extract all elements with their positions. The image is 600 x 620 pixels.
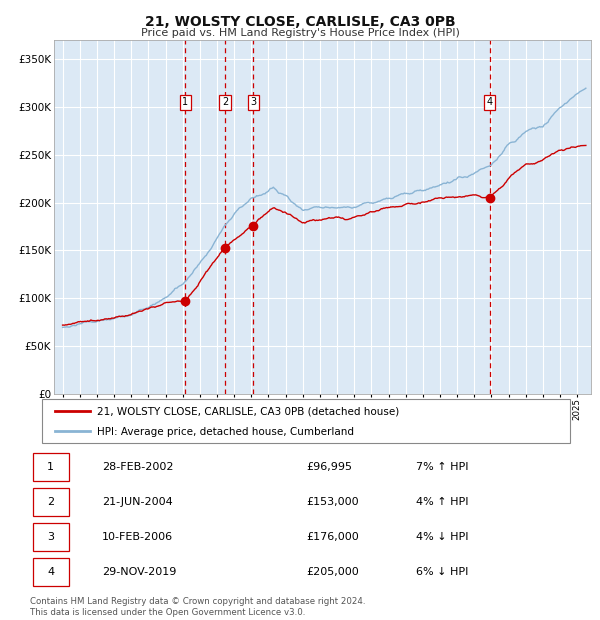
FancyBboxPatch shape <box>42 399 570 443</box>
Text: £176,000: £176,000 <box>306 532 359 542</box>
Text: 4% ↑ HPI: 4% ↑ HPI <box>416 497 469 507</box>
Text: 6% ↓ HPI: 6% ↓ HPI <box>416 567 469 577</box>
Text: 28-FEB-2002: 28-FEB-2002 <box>102 462 173 472</box>
Text: 3: 3 <box>250 97 256 107</box>
Text: £96,995: £96,995 <box>306 462 352 472</box>
Text: £153,000: £153,000 <box>306 497 359 507</box>
FancyBboxPatch shape <box>33 488 68 516</box>
Text: 4: 4 <box>47 567 54 577</box>
FancyBboxPatch shape <box>33 453 68 481</box>
Text: 7% ↑ HPI: 7% ↑ HPI <box>416 462 469 472</box>
Text: HPI: Average price, detached house, Cumberland: HPI: Average price, detached house, Cumb… <box>97 427 355 436</box>
Text: 3: 3 <box>47 532 54 542</box>
Text: 29-NOV-2019: 29-NOV-2019 <box>102 567 176 577</box>
Text: 2: 2 <box>47 497 54 507</box>
Text: 10-FEB-2006: 10-FEB-2006 <box>102 532 173 542</box>
Text: 4: 4 <box>487 97 493 107</box>
Text: 2: 2 <box>222 97 228 107</box>
Text: £205,000: £205,000 <box>306 567 359 577</box>
Text: Contains HM Land Registry data © Crown copyright and database right 2024.
This d: Contains HM Land Registry data © Crown c… <box>30 598 365 617</box>
Text: 1: 1 <box>47 462 54 472</box>
FancyBboxPatch shape <box>33 523 68 551</box>
Text: 4% ↓ HPI: 4% ↓ HPI <box>416 532 469 542</box>
Text: 21, WOLSTY CLOSE, CARLISLE, CA3 0PB: 21, WOLSTY CLOSE, CARLISLE, CA3 0PB <box>145 16 455 30</box>
Text: Price paid vs. HM Land Registry's House Price Index (HPI): Price paid vs. HM Land Registry's House … <box>140 28 460 38</box>
FancyBboxPatch shape <box>33 557 68 585</box>
Text: 21, WOLSTY CLOSE, CARLISLE, CA3 0PB (detached house): 21, WOLSTY CLOSE, CARLISLE, CA3 0PB (det… <box>97 406 400 416</box>
Text: 21-JUN-2004: 21-JUN-2004 <box>102 497 173 507</box>
Text: 1: 1 <box>182 97 188 107</box>
